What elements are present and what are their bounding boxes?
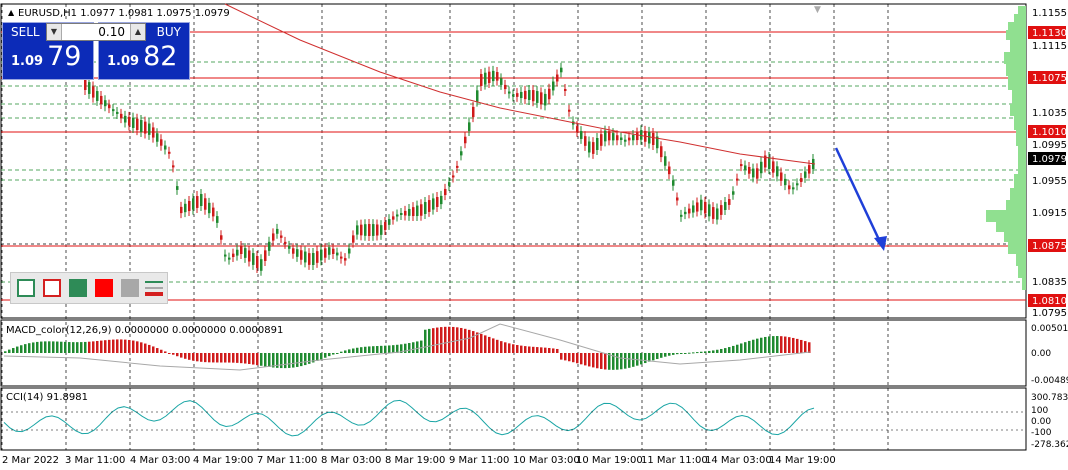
level-label: 1.0810 [1032,296,1067,307]
time-label: 14 Mar 03:00 [705,455,772,466]
time-label: 8 Mar 03:00 [321,455,381,466]
time-label: 14 Mar 19:00 [769,455,836,466]
level-badge [1028,71,1066,84]
bear-outline-swatch[interactable] [43,279,61,297]
sell-price: 1.09 79 [11,42,81,77]
level-label: 1.1075 [1032,73,1067,84]
cci-axis-tick: 100 [1031,406,1048,416]
buy-price: 1.09 82 [107,42,177,77]
level-badge [1028,294,1066,307]
bull-fill-swatch[interactable] [69,279,87,297]
time-label: 7 Mar 11:00 [257,455,317,466]
time-label: 2 Mar 2022 [2,455,59,466]
price-tick: 1.0995 [1032,140,1067,151]
forecast-arrow[interactable] [834,147,887,251]
buy-label: BUY [156,25,181,39]
macd-label: MACD_color(12,26,9) 0.0000000 0.0000000 … [6,325,283,336]
price-tick: 1.0795 [1032,308,1067,319]
cci-axis-tick: -100 [1031,428,1052,438]
level-badge [1028,26,1066,39]
volume-profile [986,6,1026,290]
sell-price-prefix: 1.09 [11,54,44,69]
price-tick: 1.1115 [1032,41,1067,52]
cci-axis-tick: 0.00 [1031,417,1051,427]
cci-axis-tick: -278.3626 [1031,440,1068,450]
bear-fill-swatch[interactable] [95,279,113,297]
lot-decrease-icon[interactable]: ▼ [47,24,62,40]
collapse-triangle-icon[interactable]: ▲ [8,8,15,17]
sell-price-pips: 79 [47,41,82,72]
one-click-trading-panel: SELL 1.09 79 BUY 1.09 82 ▼ 0.10 ▲ [2,22,190,80]
time-label: 8 Mar 19:00 [385,455,445,466]
time-label: 11 Mar 11:00 [641,455,708,466]
gray-swatch[interactable] [121,279,139,297]
buy-price-prefix: 1.09 [107,54,140,69]
current-price-label: 1.0979 [1032,154,1067,165]
time-label: 3 Mar 11:00 [65,455,125,466]
time-label: 10 Mar 19:00 [576,455,643,466]
cci-pane[interactable] [0,387,1027,451]
level-badge [1028,239,1066,252]
price-tick: 1.0955 [1032,176,1067,187]
level-label: 1.1010 [1032,127,1067,138]
time-label: 4 Mar 19:00 [193,455,253,466]
price-tick: 1.0835 [1032,277,1067,288]
color-template-toolbar [10,272,168,304]
macd-signal-line [3,323,811,371]
price-tick: 1.1035 [1032,108,1067,119]
macd-pane[interactable] [0,319,1027,387]
time-label: 9 Mar 11:00 [449,455,509,466]
cci-label: CCI(14) 91.8981 [6,392,88,403]
moving-average-line [224,3,816,165]
symbol-header: EURUSD,H1 1.0977 1.0981 1.0975 1.0979 [18,8,230,19]
time-label: 10 Mar 03:00 [513,455,580,466]
lot-increase-icon[interactable]: ▲ [130,24,145,40]
macd-histogram [4,326,811,370]
price-tick: 1.1155 [1032,8,1067,19]
lot-size-field[interactable]: ▼ 0.10 ▲ [46,23,146,41]
macd-axis-tick: 0.00 [1031,349,1051,359]
current-price-badge [1028,152,1066,165]
level-label: 1.0875 [1032,241,1067,252]
time-label: 4 Mar 03:00 [130,455,190,466]
line-style-swatch[interactable] [145,279,163,297]
price-tick: 1.0915 [1032,208,1067,219]
candlesticks [84,62,815,276]
cci-line [3,399,815,437]
lot-value[interactable]: 0.10 [98,25,125,39]
time-axis: 2 Mar 2022 3 Mar 11:00 4 Mar 03:00 4 Mar… [2,455,836,466]
bull-outline-swatch[interactable] [17,279,35,297]
buy-price-pips: 82 [143,41,178,72]
price-axis: 1.1155 1.1115 1.1035 1.0995 1.0955 1.091… [1028,8,1067,319]
level-badge [1028,125,1066,138]
sell-label: SELL [11,25,40,39]
macd-axis-tick: -0.004893 [1031,376,1068,386]
level-label: 1.1130 [1032,28,1067,39]
scroll-marker-icon[interactable]: ▼ [814,5,821,15]
